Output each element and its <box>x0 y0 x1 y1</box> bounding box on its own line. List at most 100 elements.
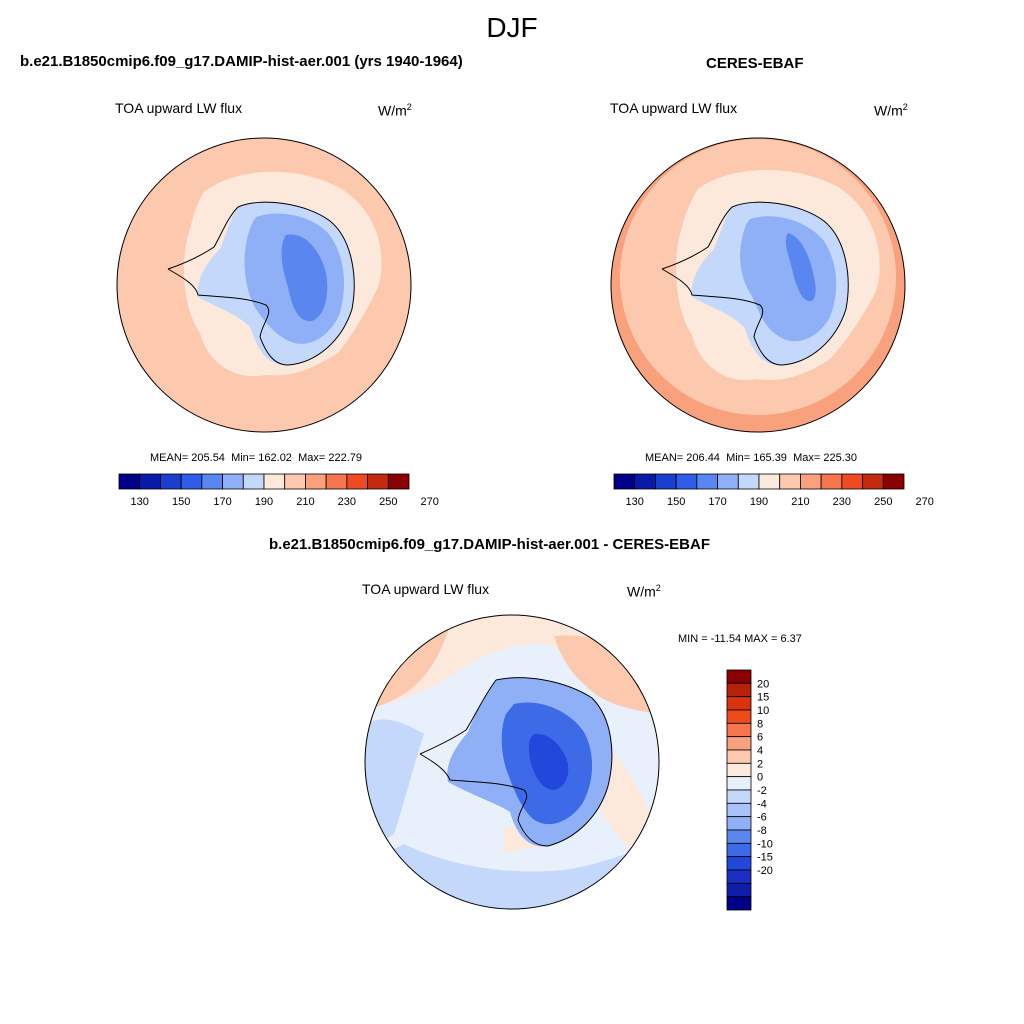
colorbar-model-tick-label: 210 <box>296 496 314 508</box>
colorbar-model: 130 150 170 190 210 230 250 270 <box>118 473 439 508</box>
colorbar-obs-swatch <box>882 473 905 490</box>
units-label-model: W/m2 <box>378 102 412 119</box>
map-continent-core <box>528 733 569 790</box>
map-border <box>116 137 412 433</box>
units-label-diff: W/m2 <box>627 583 661 600</box>
colorbar-obs-tick-label: 210 <box>791 496 809 508</box>
colorbar-diff-swatch <box>726 802 752 818</box>
colorbar-obs-swatch <box>717 473 739 490</box>
stats-model: MEAN= 205.54 Min= 162.02 Max= 222.79 <box>150 452 362 464</box>
colorbar-obs-tick-label: 130 <box>626 496 644 508</box>
colorbar-model-swatch <box>201 473 223 490</box>
colorbar-diff-swatch <box>726 816 752 831</box>
colorbar-obs-swatch <box>862 473 884 490</box>
polar-map-model <box>116 137 412 433</box>
map-continent-inner <box>740 216 837 342</box>
colorbar-obs-swatch <box>696 473 718 490</box>
colorbar-diff-tick-label: -10 <box>757 838 773 850</box>
colorbar-obs-swatch <box>820 473 843 490</box>
colorbar-model-tick-label: 250 <box>379 496 397 508</box>
colorbar-diff-tick-label: -6 <box>757 812 767 824</box>
polar-map-obs <box>610 137 906 433</box>
colorbar-diff-tick-label: 4 <box>757 745 763 757</box>
stats-obs: MEAN= 206.44 Min= 165.39 Max= 225.30 <box>645 452 857 464</box>
colorbar-diff-swatch <box>726 696 752 711</box>
colorbar-obs-tick-label: 170 <box>708 496 726 508</box>
colorbar-model-swatch <box>346 473 368 490</box>
map-plateau-core <box>281 234 328 322</box>
colorbar-model-tick-label: 150 <box>172 496 190 508</box>
map-negative-region-west <box>365 719 424 854</box>
colorbar-diff-swatch <box>726 669 752 684</box>
colorbar-diff-tick-label: 0 <box>757 772 763 784</box>
colorbar-diff-tick-label: -2 <box>757 785 767 797</box>
coastline <box>419 677 613 847</box>
colorbar-model-swatch <box>305 473 327 490</box>
colorbar-model-swatch <box>160 473 182 490</box>
map-border <box>610 137 906 433</box>
colorbar-diff-swatch <box>726 789 752 804</box>
colorbar-model-swatch <box>180 473 203 490</box>
colorbar-diff-swatch <box>726 869 752 884</box>
polar-map-diff <box>364 614 660 910</box>
colorbar-diff-tick-label: 20 <box>757 678 769 690</box>
colorbar-diff-swatch <box>726 829 752 844</box>
units-label-obs: W/m2 <box>874 102 908 119</box>
colorbar-model-swatch <box>387 473 410 490</box>
colorbar-obs-swatch <box>737 473 760 490</box>
variable-label-model: TOA upward LW flux <box>115 100 243 116</box>
colorbar-diff-swatch <box>726 882 752 898</box>
colorbar-model-tick-label: 170 <box>213 496 231 508</box>
colorbar-model-swatch <box>118 473 141 490</box>
colorbar-diff-tick-label: -8 <box>757 825 767 837</box>
colorbar-obs-swatch <box>675 473 698 490</box>
colorbar-obs-tick-label: 250 <box>874 496 892 508</box>
colorbar-obs: 130 150 170 190 210 230 250 270 <box>613 473 934 508</box>
colorbar-obs-tick-label: 270 <box>916 496 934 508</box>
colorbar-diff-tick-label: -4 <box>757 798 767 810</box>
colorbar-diff-swatch <box>726 736 752 751</box>
variable-label-diff: TOA upward LW flux <box>362 581 490 597</box>
colorbar-diff-swatch <box>726 682 752 698</box>
colorbar-diff-tick-label: -15 <box>757 852 773 864</box>
colorbar-diff-tick-label: 8 <box>757 718 763 730</box>
variable-label-obs: TOA upward LW flux <box>610 100 738 116</box>
colorbar-obs-swatch <box>613 473 636 490</box>
colorbar-diff-swatch <box>726 709 752 724</box>
colorbar-obs-tick-label: 230 <box>833 496 851 508</box>
figure-title: DJF <box>486 12 538 43</box>
colorbar-model-swatch <box>367 473 389 490</box>
colorbar-diff-tick-label: 2 <box>757 758 763 770</box>
colorbar-diff-tick-label: -20 <box>757 865 773 877</box>
colorbar-obs-swatch <box>779 473 801 490</box>
colorbar-model-tick-label: 270 <box>421 496 439 508</box>
map-plateau-core <box>785 233 816 302</box>
colorbar-diff-swatch <box>726 776 752 791</box>
coastline <box>661 201 849 366</box>
map-border <box>364 614 660 910</box>
colorbar-diff-swatch <box>726 842 752 858</box>
stats-diff: MIN = -11.54 MAX = 6.37 <box>678 633 802 645</box>
colorbar-model-tick-label: 190 <box>255 496 273 508</box>
panel-title-diff: b.e21.B1850cmip6.f09_g17.DAMIP-hist-aer.… <box>269 536 710 553</box>
panel-title-model: b.e21.B1850cmip6.f09_g17.DAMIP-hist-aer.… <box>20 53 463 70</box>
colorbar-obs-tick-label: 150 <box>667 496 685 508</box>
colorbar-model-swatch <box>139 473 161 490</box>
colorbar-model-swatch <box>325 473 348 490</box>
colorbar-obs-swatch <box>655 473 677 490</box>
colorbar-model-tick-label: 130 <box>131 496 149 508</box>
colorbar-model-tick-label: 230 <box>338 496 356 508</box>
colorbar-model-swatch <box>263 473 286 490</box>
colorbar-obs-swatch <box>800 473 822 490</box>
colorbar-diff-swatch <box>726 722 752 738</box>
map-positive-region-northeast <box>554 635 659 714</box>
colorbar-obs-swatch <box>634 473 656 490</box>
colorbar-diff-swatch <box>726 896 752 911</box>
colorbar-obs-tick-label: 190 <box>750 496 768 508</box>
coastline <box>167 201 355 366</box>
colorbar-model-swatch <box>222 473 244 490</box>
colorbar-model-swatch <box>242 473 265 490</box>
colorbar-diff-swatch <box>726 762 752 778</box>
colorbar-obs-swatch <box>758 473 781 490</box>
